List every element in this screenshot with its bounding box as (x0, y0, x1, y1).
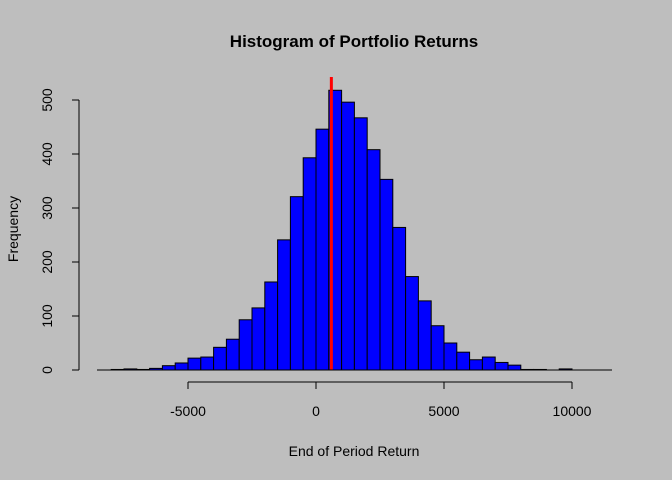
x-tick-label: 10000 (553, 403, 592, 419)
y-tick-label: 500 (39, 88, 55, 112)
histogram-bar (405, 276, 419, 371)
histogram-bar (507, 364, 522, 371)
histogram-bar (238, 319, 253, 371)
histogram-bar (494, 361, 509, 371)
histogram-bar (353, 117, 368, 371)
histogram-bar (315, 128, 330, 371)
histogram-bar (481, 356, 496, 371)
y-axis-label: Frequency (5, 196, 21, 262)
histogram-bar (379, 178, 394, 371)
histogram-bar (417, 300, 432, 371)
histogram-bar (161, 365, 176, 371)
histogram-bar (213, 346, 227, 371)
y-axis: 0 100 200 300 400 500 (39, 88, 80, 374)
histogram-bar (289, 196, 304, 371)
histogram-bar (443, 342, 458, 371)
y-tick-label: 100 (39, 304, 55, 328)
bars-group (110, 89, 573, 371)
x-tick-label: 5000 (428, 403, 459, 419)
histogram-bar (200, 356, 215, 371)
chart-title: Histogram of Portfolio Returns (230, 32, 478, 51)
histogram-bar (187, 357, 202, 371)
histogram-bar (251, 307, 266, 371)
histogram-bar (341, 101, 355, 371)
histogram-bar (264, 281, 279, 371)
histogram-bar (302, 157, 317, 371)
y-tick-label: 200 (39, 250, 55, 274)
y-tick-label: 300 (39, 196, 55, 220)
x-tick-label: 0 (312, 403, 320, 419)
histogram-bar (366, 149, 381, 371)
histogram-bar (456, 351, 471, 371)
histogram-bar (392, 226, 407, 371)
histogram-bar (174, 362, 189, 371)
y-tick-label: 400 (39, 142, 55, 166)
x-axis: -5000 0 5000 10000 (97, 369, 612, 419)
histogram-bar (277, 239, 291, 371)
x-tick-label: -5000 (170, 403, 206, 419)
histogram-bar (225, 338, 240, 371)
histogram-bar (469, 359, 483, 371)
x-axis-label: End of Period Return (289, 443, 420, 459)
y-tick-label: 0 (39, 366, 55, 374)
histogram-bar (430, 325, 445, 371)
